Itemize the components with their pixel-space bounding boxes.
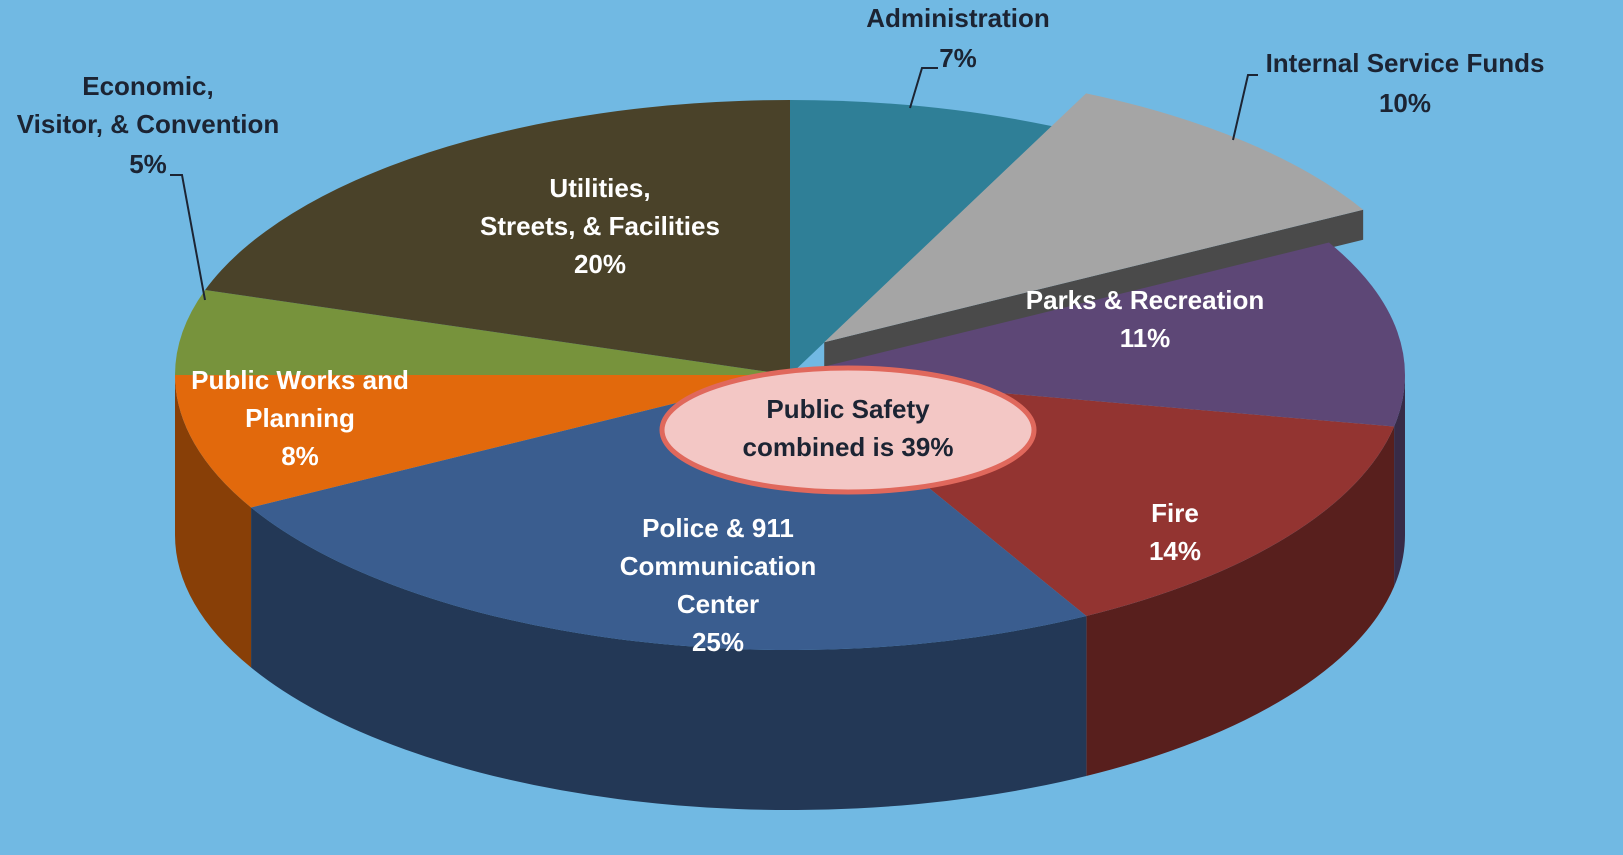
slice-side: [1086, 426, 1395, 776]
category-label: Parks & Recreation: [1026, 285, 1264, 315]
value-label: 20%: [574, 249, 626, 279]
text-line: Public Safety: [766, 394, 930, 424]
category-label: Fire: [1151, 498, 1199, 528]
text-line: Parks & Recreation: [1026, 285, 1264, 315]
text-line: 7%: [939, 43, 977, 73]
value-label: 11%: [1120, 323, 1171, 353]
text-line: 8%: [281, 441, 319, 471]
leader-line: [170, 174, 206, 301]
slice-side: [1394, 375, 1405, 587]
slice-wall: [824, 209, 1364, 373]
slice-side: [251, 507, 1087, 810]
slice: [175, 290, 790, 375]
text-line: Utilities,: [549, 173, 650, 203]
text-line: Economic,: [82, 71, 213, 101]
text-line: combined is 39%: [743, 432, 954, 462]
text-line: Administration: [866, 3, 1049, 33]
value-label: 8%: [281, 441, 319, 471]
pie-sides: [175, 209, 1405, 810]
slice: [251, 375, 1087, 651]
text-line: Center: [677, 589, 759, 619]
annotation-bubble: [659, 365, 1037, 495]
value-label: 14%: [1149, 536, 1201, 566]
category-label: Internal Service Funds: [1266, 48, 1545, 78]
text-line: 5%: [129, 149, 167, 179]
value-label: 7%: [939, 43, 977, 73]
text-line: Fire: [1151, 498, 1199, 528]
slice: [824, 93, 1364, 343]
text-line: Public Works and: [191, 365, 409, 395]
category-label: Economic, Visitor, & Convention: [17, 71, 279, 139]
text-line: Police & 911: [642, 513, 794, 543]
category-label: Police & 911 Communication Center: [620, 513, 816, 619]
slice: [175, 375, 790, 508]
slice: [790, 100, 1052, 375]
labels: Administration 7% Internal Service Funds 10…: [17, 3, 1545, 657]
text-line: 20%: [574, 249, 626, 279]
text-line: 10%: [1379, 88, 1431, 118]
text-line: Streets, & Facilities: [480, 211, 720, 241]
category-label: Administration: [866, 3, 1049, 33]
text-line: 25%: [692, 627, 744, 657]
leader-line: [909, 67, 938, 109]
text-line: 11%: [1120, 323, 1171, 353]
value-label: 25%: [692, 627, 744, 657]
value-label: 10%: [1379, 88, 1431, 118]
category-label: Utilities, Streets, & Facilities: [480, 173, 720, 241]
text-line: Communication: [620, 551, 816, 581]
annotation: Public Safety combined is 39%: [743, 394, 954, 462]
text-line: 14%: [1149, 536, 1201, 566]
slice: [205, 100, 791, 375]
category-label: Public Works and Planning: [191, 365, 409, 433]
leader-line: [1232, 74, 1258, 141]
text-line: Planning: [245, 403, 355, 433]
value-label: 5%: [129, 149, 167, 179]
slice-side: [175, 375, 252, 668]
text-line: Internal Service Funds: [1266, 48, 1545, 78]
text-line: Visitor, & Convention: [17, 109, 279, 139]
